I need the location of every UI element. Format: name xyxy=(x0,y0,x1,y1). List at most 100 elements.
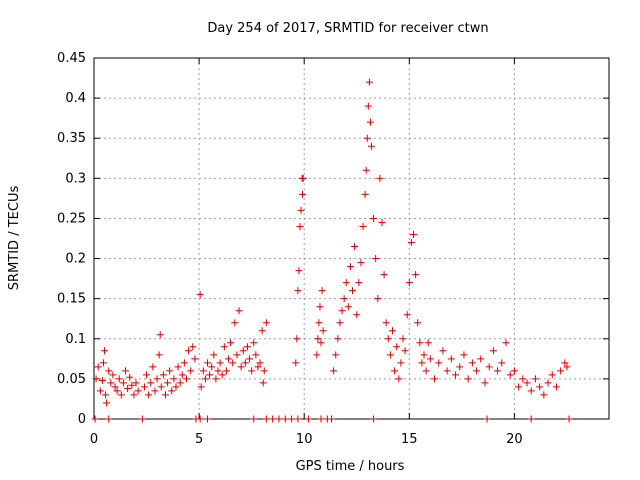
data-point xyxy=(174,363,182,371)
y-tick-label: 0.1 xyxy=(65,332,86,347)
data-point xyxy=(113,387,121,395)
data-point xyxy=(380,271,388,279)
data-point xyxy=(548,371,556,379)
data-point xyxy=(168,387,176,395)
data-point-zero xyxy=(288,415,296,423)
data-point xyxy=(256,359,264,367)
data-point xyxy=(420,351,428,359)
data-point xyxy=(477,355,485,363)
data-point xyxy=(227,339,235,347)
y-tick-label: 0.2 xyxy=(65,252,86,267)
data-point xyxy=(297,206,305,214)
data-point xyxy=(452,371,460,379)
data-point xyxy=(494,367,502,375)
data-point xyxy=(94,363,102,371)
data-point xyxy=(399,335,407,343)
data-point xyxy=(151,387,159,395)
data-point xyxy=(103,399,111,407)
data-point xyxy=(239,347,247,355)
data-point xyxy=(248,367,256,375)
data-point xyxy=(176,379,184,387)
data-point xyxy=(105,367,113,375)
y-tick-label: 0.25 xyxy=(57,211,86,226)
data-point xyxy=(357,259,365,267)
data-point xyxy=(132,379,140,387)
data-point xyxy=(231,319,239,327)
y-tick-labels: 0 0.05 0.1 0.15 0.2 0.25 0.3 0.35 0.4 0.45 xyxy=(57,51,86,427)
data-point xyxy=(225,355,233,363)
data-point-zero xyxy=(250,415,258,423)
data-point xyxy=(502,339,510,347)
data-point xyxy=(319,327,327,335)
data-point xyxy=(506,371,514,379)
data-point-zero xyxy=(269,415,277,423)
data-point xyxy=(519,375,527,383)
data-point xyxy=(254,363,262,371)
y-tick-label: 0.45 xyxy=(57,51,86,66)
data-point xyxy=(498,359,506,367)
data-point xyxy=(401,347,409,355)
data-point xyxy=(101,347,109,355)
data-point-zero xyxy=(138,415,146,423)
data-point xyxy=(382,319,390,327)
data-point xyxy=(130,391,138,399)
data-point xyxy=(292,359,300,367)
data-point xyxy=(92,375,100,383)
data-point xyxy=(166,367,174,375)
data-point xyxy=(157,383,165,391)
data-point xyxy=(235,307,243,315)
data-point xyxy=(260,367,268,375)
x-axis-label: GPS time / hours xyxy=(296,459,405,474)
data-point xyxy=(439,347,447,355)
data-point-zero xyxy=(196,415,204,423)
data-point xyxy=(374,295,382,303)
data-point xyxy=(126,373,134,381)
y-axis-label: SRMTID / TECUs xyxy=(7,186,22,291)
data-point xyxy=(98,376,106,384)
data-point xyxy=(431,375,439,383)
data-point xyxy=(102,391,110,399)
data-point xyxy=(259,379,267,387)
x-tick-labels: 0 5 10 15 20 xyxy=(90,432,523,447)
data-point xyxy=(252,351,260,359)
data-point xyxy=(262,319,270,327)
data-point xyxy=(140,383,148,391)
data-point xyxy=(107,379,115,387)
data-point xyxy=(178,371,186,379)
x-tick-label: 20 xyxy=(506,432,523,447)
data-point-zero xyxy=(91,415,99,423)
data-point xyxy=(124,385,132,393)
data-point xyxy=(214,367,222,375)
data-point xyxy=(362,166,370,174)
data-point xyxy=(489,347,497,355)
data-point xyxy=(111,383,119,391)
chart-title: Day 254 of 2017, SRMTID for receiver ctw… xyxy=(207,21,488,36)
data-point xyxy=(204,359,212,367)
y-tick-label: 0.15 xyxy=(57,292,86,307)
data-point xyxy=(208,363,216,371)
data-point xyxy=(145,391,153,399)
data-point xyxy=(485,363,493,371)
data-point xyxy=(161,391,169,399)
data-point xyxy=(561,359,569,367)
data-point xyxy=(363,134,371,142)
data-point xyxy=(403,311,411,319)
data-point xyxy=(170,375,178,383)
data-point xyxy=(370,214,378,222)
data-point xyxy=(563,363,571,371)
data-point xyxy=(216,359,224,367)
data-point xyxy=(344,303,352,311)
data-point-zero xyxy=(317,415,325,423)
data-point-zero xyxy=(370,415,378,423)
data-point xyxy=(134,387,142,395)
data-point xyxy=(115,375,123,383)
data-point xyxy=(412,271,420,279)
data-point xyxy=(338,307,346,315)
data-point xyxy=(366,118,374,126)
data-point-zero xyxy=(527,415,535,423)
data-point xyxy=(318,287,326,295)
data-point xyxy=(407,239,415,247)
data-point xyxy=(510,367,518,375)
data-point-zero xyxy=(262,415,270,423)
data-point xyxy=(332,351,340,359)
